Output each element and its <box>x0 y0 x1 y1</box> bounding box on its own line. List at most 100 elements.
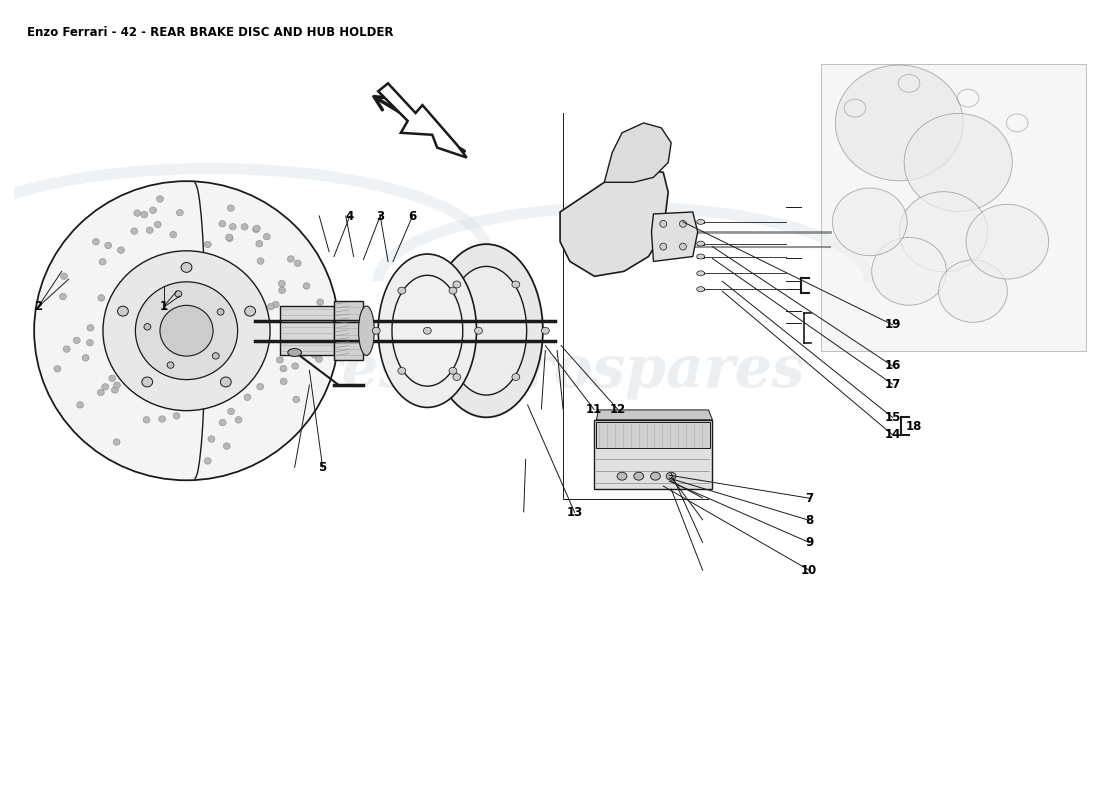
Polygon shape <box>651 212 697 262</box>
Bar <box>594 420 713 489</box>
Ellipse shape <box>871 238 946 305</box>
Ellipse shape <box>449 367 456 374</box>
Ellipse shape <box>835 65 964 181</box>
Ellipse shape <box>156 196 164 202</box>
Text: 9: 9 <box>805 536 813 549</box>
Ellipse shape <box>273 302 279 308</box>
Ellipse shape <box>235 417 242 423</box>
Ellipse shape <box>680 220 686 227</box>
Ellipse shape <box>173 413 180 419</box>
Ellipse shape <box>176 210 184 216</box>
Ellipse shape <box>288 349 301 357</box>
Text: 13: 13 <box>566 506 583 519</box>
Ellipse shape <box>244 306 255 316</box>
Ellipse shape <box>292 363 298 370</box>
Text: 7: 7 <box>805 492 813 505</box>
Text: 2: 2 <box>34 300 42 313</box>
Ellipse shape <box>302 282 310 289</box>
Ellipse shape <box>321 338 329 345</box>
Text: 1: 1 <box>160 300 168 313</box>
Ellipse shape <box>182 262 191 272</box>
Text: eurospares: eurospares <box>443 342 805 398</box>
Ellipse shape <box>217 309 224 315</box>
Ellipse shape <box>446 266 527 395</box>
Ellipse shape <box>311 352 318 358</box>
Ellipse shape <box>378 254 476 407</box>
Ellipse shape <box>696 219 705 224</box>
Text: 16: 16 <box>884 359 901 373</box>
Ellipse shape <box>634 472 643 480</box>
Ellipse shape <box>160 306 213 356</box>
Ellipse shape <box>660 220 667 227</box>
Text: 11: 11 <box>586 403 602 416</box>
Ellipse shape <box>696 254 705 259</box>
Ellipse shape <box>77 402 84 408</box>
Text: 18: 18 <box>906 420 923 433</box>
Ellipse shape <box>104 242 111 249</box>
Ellipse shape <box>103 251 271 410</box>
Ellipse shape <box>267 303 274 310</box>
Ellipse shape <box>696 241 705 246</box>
Ellipse shape <box>63 346 70 352</box>
Ellipse shape <box>118 306 129 316</box>
Ellipse shape <box>301 350 308 356</box>
Text: 19: 19 <box>884 318 901 331</box>
Text: 17: 17 <box>884 378 901 390</box>
FancyBboxPatch shape <box>334 301 363 361</box>
Ellipse shape <box>667 472 676 480</box>
Ellipse shape <box>316 310 322 317</box>
Ellipse shape <box>226 234 232 241</box>
Ellipse shape <box>295 260 301 266</box>
Ellipse shape <box>208 436 214 442</box>
Ellipse shape <box>150 207 156 214</box>
Ellipse shape <box>256 241 263 247</box>
Ellipse shape <box>97 390 104 396</box>
Ellipse shape <box>316 356 322 362</box>
Ellipse shape <box>169 231 177 238</box>
Ellipse shape <box>680 243 686 250</box>
Ellipse shape <box>424 327 431 334</box>
Ellipse shape <box>660 243 667 250</box>
Ellipse shape <box>650 472 660 480</box>
Text: 14: 14 <box>884 428 901 442</box>
Ellipse shape <box>253 225 261 232</box>
Ellipse shape <box>135 282 238 380</box>
Ellipse shape <box>212 353 219 359</box>
Ellipse shape <box>317 299 323 306</box>
Ellipse shape <box>430 244 543 418</box>
Text: 12: 12 <box>609 403 626 416</box>
Ellipse shape <box>244 394 251 401</box>
Ellipse shape <box>241 223 248 230</box>
Ellipse shape <box>833 188 908 256</box>
Ellipse shape <box>278 281 285 287</box>
Ellipse shape <box>223 443 230 450</box>
Ellipse shape <box>35 182 338 478</box>
Ellipse shape <box>134 210 141 216</box>
Polygon shape <box>378 83 466 158</box>
Ellipse shape <box>228 408 234 414</box>
Text: 3: 3 <box>376 210 384 223</box>
Ellipse shape <box>54 366 60 372</box>
Text: 5: 5 <box>319 461 327 474</box>
Ellipse shape <box>99 258 106 265</box>
Ellipse shape <box>263 234 271 240</box>
Text: eurospares: eurospares <box>50 342 411 398</box>
Ellipse shape <box>359 306 374 355</box>
Ellipse shape <box>227 235 233 242</box>
Ellipse shape <box>278 287 286 294</box>
Ellipse shape <box>453 281 461 288</box>
Ellipse shape <box>158 416 166 422</box>
Ellipse shape <box>59 294 66 300</box>
Ellipse shape <box>87 339 94 346</box>
Ellipse shape <box>398 367 406 374</box>
Ellipse shape <box>372 327 381 334</box>
Ellipse shape <box>220 377 231 387</box>
Ellipse shape <box>541 327 549 334</box>
Ellipse shape <box>167 362 174 368</box>
Ellipse shape <box>966 204 1048 279</box>
Ellipse shape <box>287 256 295 262</box>
Ellipse shape <box>229 223 236 230</box>
Ellipse shape <box>696 286 705 292</box>
Polygon shape <box>596 410 713 420</box>
Text: 15: 15 <box>884 411 901 424</box>
